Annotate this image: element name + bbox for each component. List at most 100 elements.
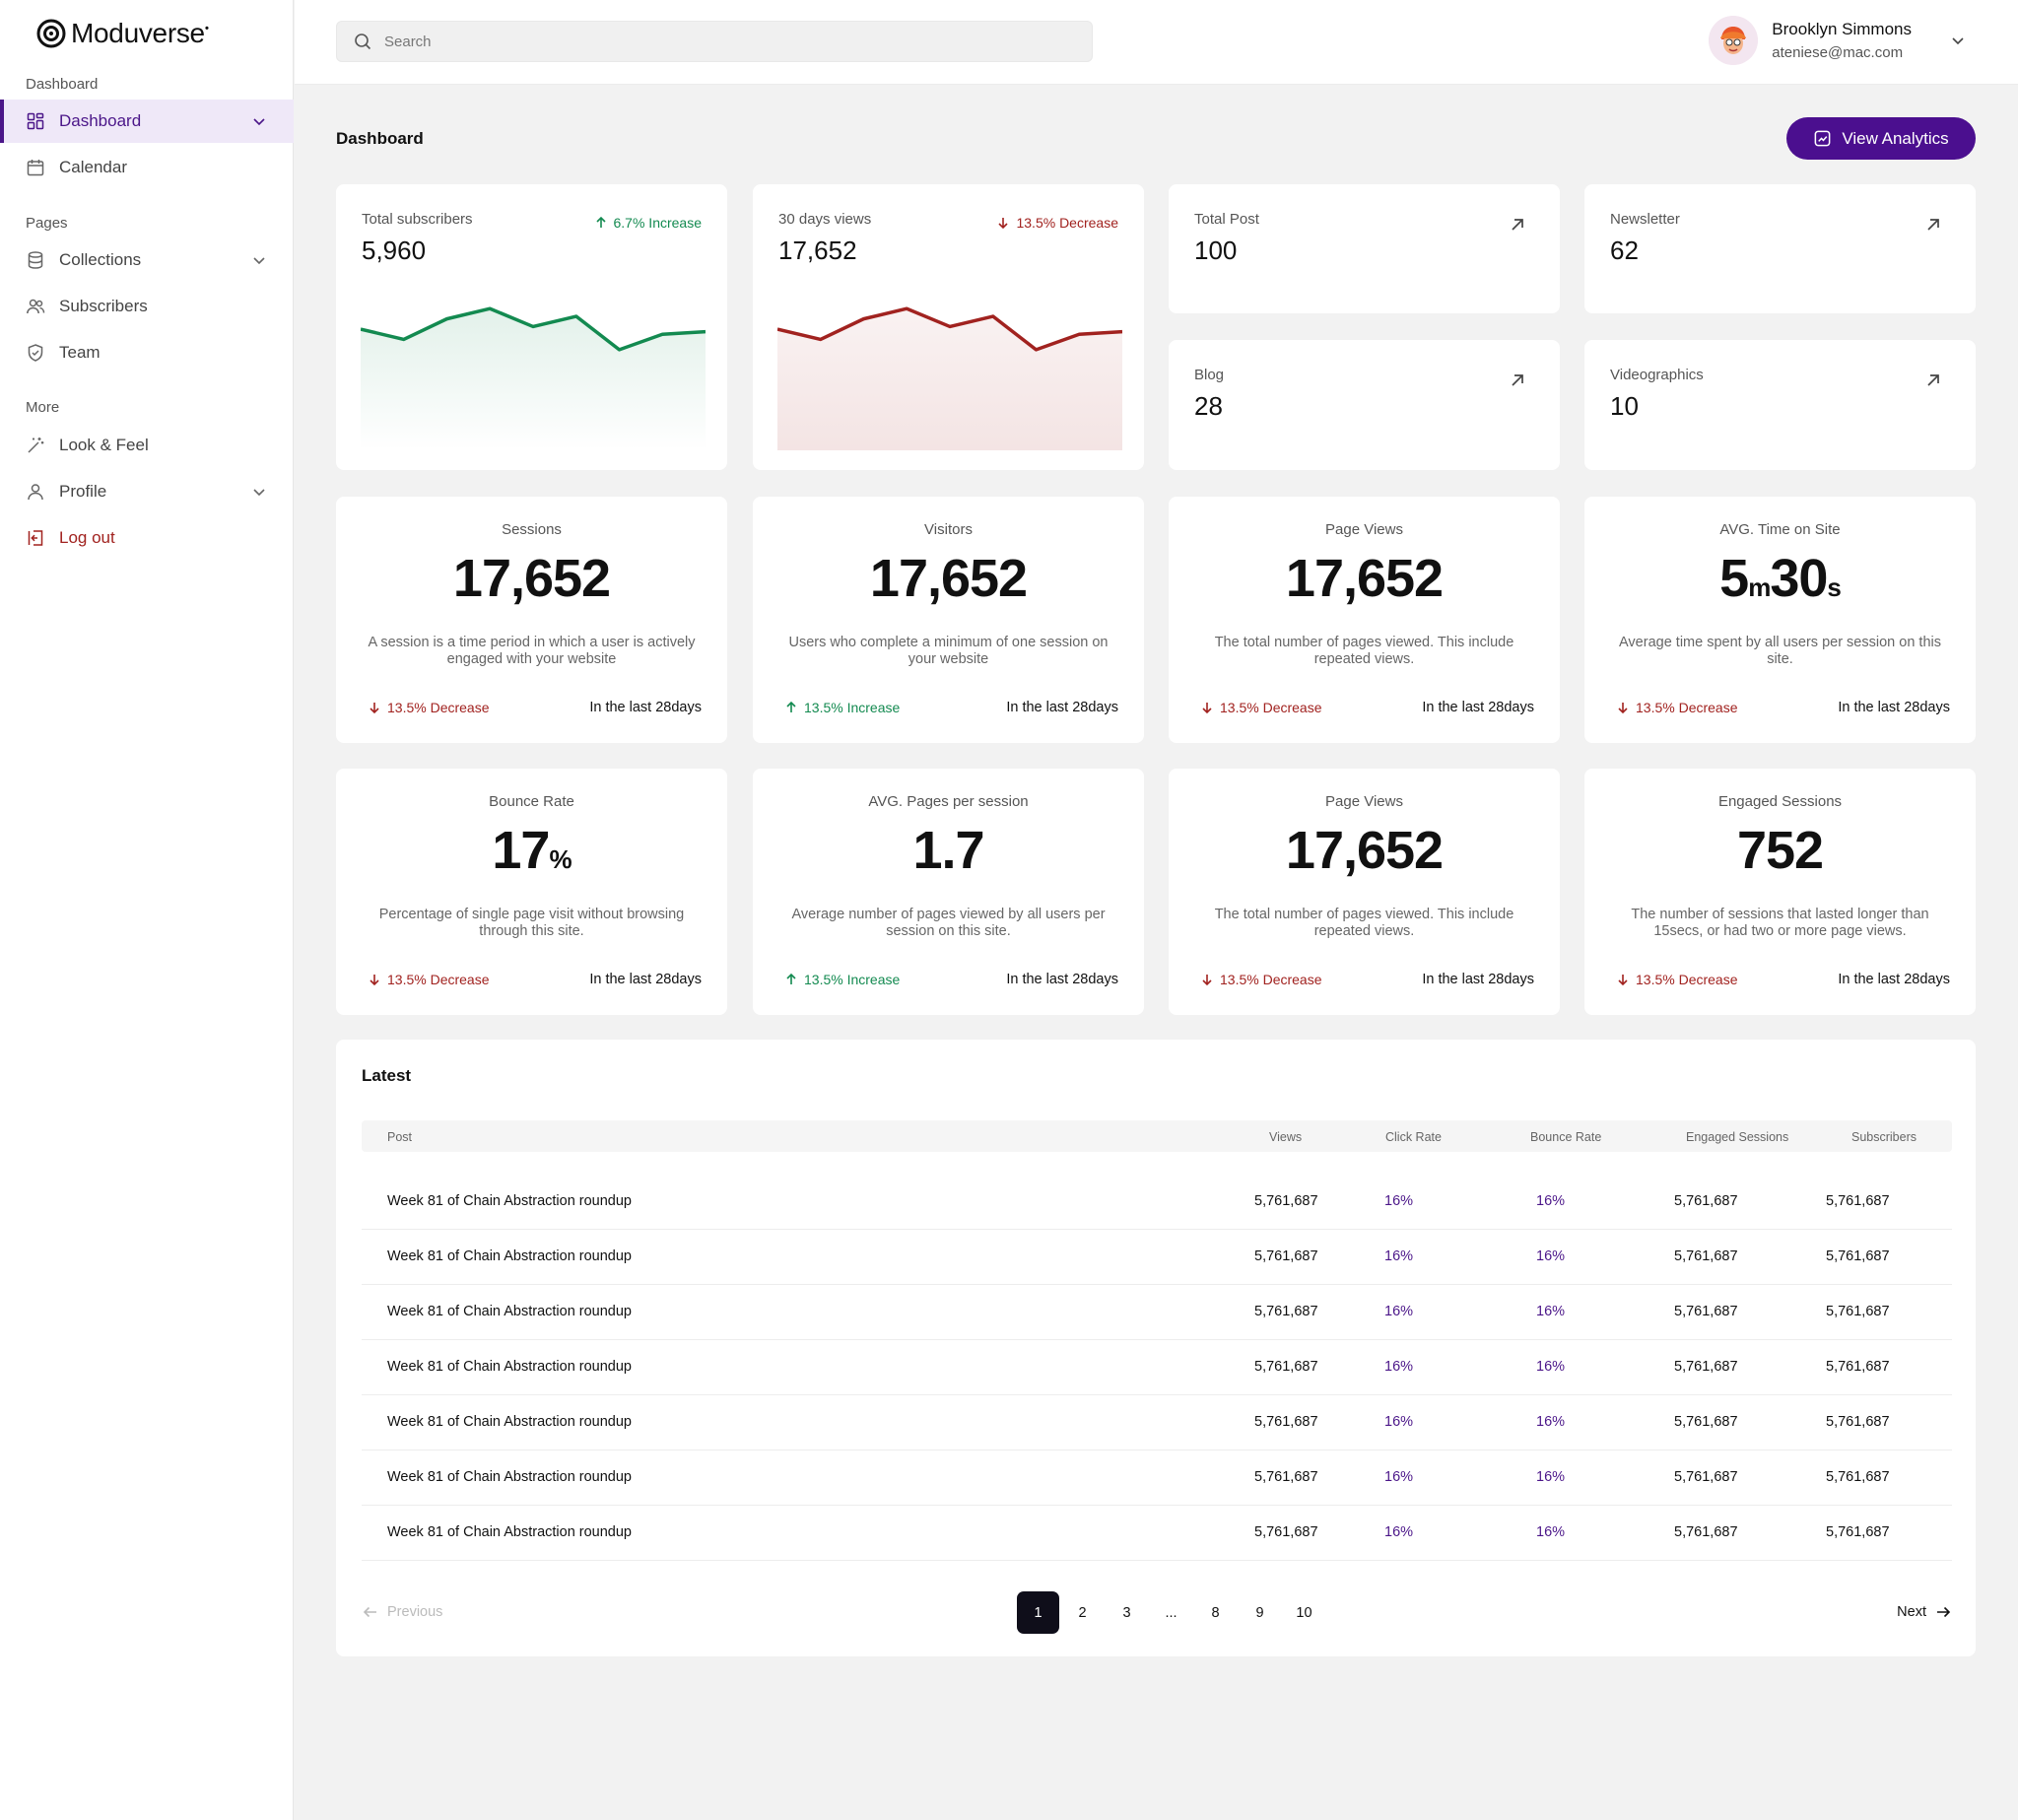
column-click-rate[interactable]: Click Rate xyxy=(1385,1130,1442,1144)
table-row[interactable]: Week 81 of Chain Abstraction roundup 5,76… xyxy=(362,1230,1952,1285)
user-menu[interactable]: Brooklyn Simmons ateniese@mac.com xyxy=(1709,16,1967,65)
metric-description: The number of sessions that lasted longe… xyxy=(1631,907,1929,939)
nav-section-dashboard: Dashboard xyxy=(26,76,99,93)
sidebar-item-label: Dashboard xyxy=(59,111,142,130)
page-2-button[interactable]: 2 xyxy=(1078,1604,1087,1621)
arrow-down-icon xyxy=(1618,975,1628,986)
metric-card: AVG. Pages per session 1.7 Average number … xyxy=(753,769,1144,1015)
table-row[interactable]: Week 81 of Chain Abstraction roundup 5,76… xyxy=(362,1506,1952,1561)
brand-name: Moduverse• xyxy=(71,18,209,48)
card-value: 10 xyxy=(1610,391,1639,421)
cell-bounce-rate: 16% xyxy=(1536,1359,1566,1375)
cell-subscribers: 5,761,687 xyxy=(1826,1304,1890,1319)
previous-button[interactable]: Previous xyxy=(362,1603,442,1621)
column-bounce-rate[interactable]: Bounce Rate xyxy=(1530,1130,1602,1144)
card-value: 5,960 xyxy=(362,236,427,265)
users-icon xyxy=(26,297,45,316)
search-box[interactable] xyxy=(336,21,1093,62)
table-row[interactable]: Week 81 of Chain Abstraction roundup 5,76… xyxy=(362,1175,1952,1230)
column-views[interactable]: Views xyxy=(1269,1130,1303,1144)
cell-bounce-rate: 16% xyxy=(1536,1414,1566,1430)
cell-post[interactable]: Week 81 of Chain Abstraction roundup xyxy=(387,1193,633,1209)
arrow-down-icon xyxy=(370,703,379,714)
analytics-icon xyxy=(1814,130,1831,147)
cell-post[interactable]: Week 81 of Chain Abstraction roundup xyxy=(387,1414,633,1430)
metric-card: Page Views 17,652 The total number of page… xyxy=(1169,497,1560,743)
logout-icon xyxy=(26,528,45,548)
total-post-card[interactable]: Total Post 100 xyxy=(1169,184,1560,313)
sidebar-item-team[interactable]: Team xyxy=(0,331,294,374)
metric-description: Percentage of single page visit without … xyxy=(378,907,685,939)
column-subscribers[interactable]: Subscribers xyxy=(1851,1130,1917,1144)
table-row[interactable]: Week 81 of Chain Abstraction roundup 5,76… xyxy=(362,1450,1952,1506)
page-3-button[interactable]: 3 xyxy=(1122,1604,1131,1621)
search-input[interactable] xyxy=(384,33,1074,50)
arrow-right-icon xyxy=(1937,1606,1951,1618)
column-engaged-sessions[interactable]: Engaged Sessions xyxy=(1686,1130,1789,1144)
chevron-down-icon[interactable] xyxy=(1949,32,1967,49)
cell-views: 5,761,687 xyxy=(1254,1304,1318,1319)
cell-subscribers: 5,761,687 xyxy=(1826,1469,1890,1485)
cell-views: 5,761,687 xyxy=(1254,1248,1318,1264)
user-icon xyxy=(26,482,45,502)
sidebar-item-logout[interactable]: Log out xyxy=(0,516,294,560)
cell-post[interactable]: Week 81 of Chain Abstraction roundup xyxy=(387,1469,633,1485)
arrow-up-right-icon[interactable] xyxy=(1509,371,1526,389)
sparkline-line xyxy=(361,306,706,352)
metric-value: 1.7 xyxy=(912,821,984,880)
sidebar-item-collections[interactable]: Collections xyxy=(0,238,294,282)
card-value: 100 xyxy=(1194,236,1238,265)
cell-engaged-sessions: 5,761,687 xyxy=(1674,1248,1738,1264)
sidebar-item-label: Profile xyxy=(59,482,107,501)
page-8-button[interactable]: 8 xyxy=(1211,1604,1220,1621)
user-name: Brooklyn Simmons xyxy=(1772,20,1912,38)
cell-post[interactable]: Week 81 of Chain Abstraction roundup xyxy=(387,1359,633,1375)
cell-engaged-sessions: 5,761,687 xyxy=(1674,1469,1738,1485)
arrow-up-right-icon[interactable] xyxy=(1509,216,1526,234)
chevron-down-icon[interactable] xyxy=(250,483,268,501)
arrow-down-icon xyxy=(998,218,1009,230)
next-button[interactable]: Next xyxy=(1897,1603,1952,1621)
table-row[interactable]: Week 81 of Chain Abstraction roundup 5,76… xyxy=(362,1340,1952,1395)
chevron-down-icon[interactable] xyxy=(250,251,268,269)
sidebar-item-look-and-feel[interactable]: Look & Feel xyxy=(0,424,294,467)
cell-post[interactable]: Week 81 of Chain Abstraction roundup xyxy=(387,1248,633,1264)
trend-badge: 13.5% Decrease xyxy=(996,215,1118,231)
table-row[interactable]: Week 81 of Chain Abstraction roundup 5,76… xyxy=(362,1395,1952,1450)
blog-card[interactable]: Blog 28 xyxy=(1169,340,1560,470)
card-label: Newsletter xyxy=(1610,211,1680,228)
arrow-down-icon xyxy=(1202,703,1212,714)
card-value: 28 xyxy=(1194,391,1223,421)
metric-period: In the last 28days xyxy=(1422,972,1534,987)
metric-label: AVG. Pages per session xyxy=(868,793,1029,810)
chevron-down-icon[interactable] xyxy=(250,112,268,130)
metric-period: In the last 28days xyxy=(589,972,702,987)
avatar[interactable] xyxy=(1709,16,1759,65)
sidebar-item-profile[interactable]: Profile xyxy=(0,470,294,513)
arrow-up-right-icon[interactable] xyxy=(1924,371,1942,389)
arrow-up-right-icon[interactable] xyxy=(1924,216,1942,234)
grid-icon xyxy=(26,111,45,131)
metric-value: 17,652 xyxy=(452,549,611,608)
cell-bounce-rate: 16% xyxy=(1536,1248,1566,1264)
metric-description: The total number of pages viewed. This i… xyxy=(1214,635,1514,667)
table-row[interactable]: Week 81 of Chain Abstraction roundup 5,76… xyxy=(362,1285,1952,1340)
database-icon xyxy=(26,250,45,270)
cell-post[interactable]: Week 81 of Chain Abstraction roundup xyxy=(387,1524,633,1540)
view-analytics-button[interactable]: View Analytics xyxy=(1786,117,1976,160)
sidebar-item-label: Log out xyxy=(59,528,115,547)
metric-label: Bounce Rate xyxy=(489,793,574,810)
page-10-button[interactable]: 10 xyxy=(1296,1604,1312,1621)
sidebar-item-calendar[interactable]: Calendar xyxy=(0,146,294,189)
sidebar-item-subscribers[interactable]: Subscribers xyxy=(0,285,294,328)
user-info: Brooklyn Simmons ateniese@mac.com xyxy=(1772,20,1912,61)
column-post[interactable]: Post xyxy=(387,1130,413,1144)
page-1-button[interactable]: 1 xyxy=(1017,1591,1059,1634)
sidebar-item-dashboard[interactable]: Dashboard xyxy=(0,100,294,143)
cell-post[interactable]: Week 81 of Chain Abstraction roundup xyxy=(387,1304,633,1319)
newsletter-card[interactable]: Newsletter 62 xyxy=(1584,184,1976,313)
cell-bounce-rate: 16% xyxy=(1536,1193,1566,1209)
page-9-button[interactable]: 9 xyxy=(1255,1604,1264,1621)
brand-logo[interactable]: Moduverse• xyxy=(35,18,209,49)
videographics-card[interactable]: Videographics 10 xyxy=(1584,340,1976,470)
